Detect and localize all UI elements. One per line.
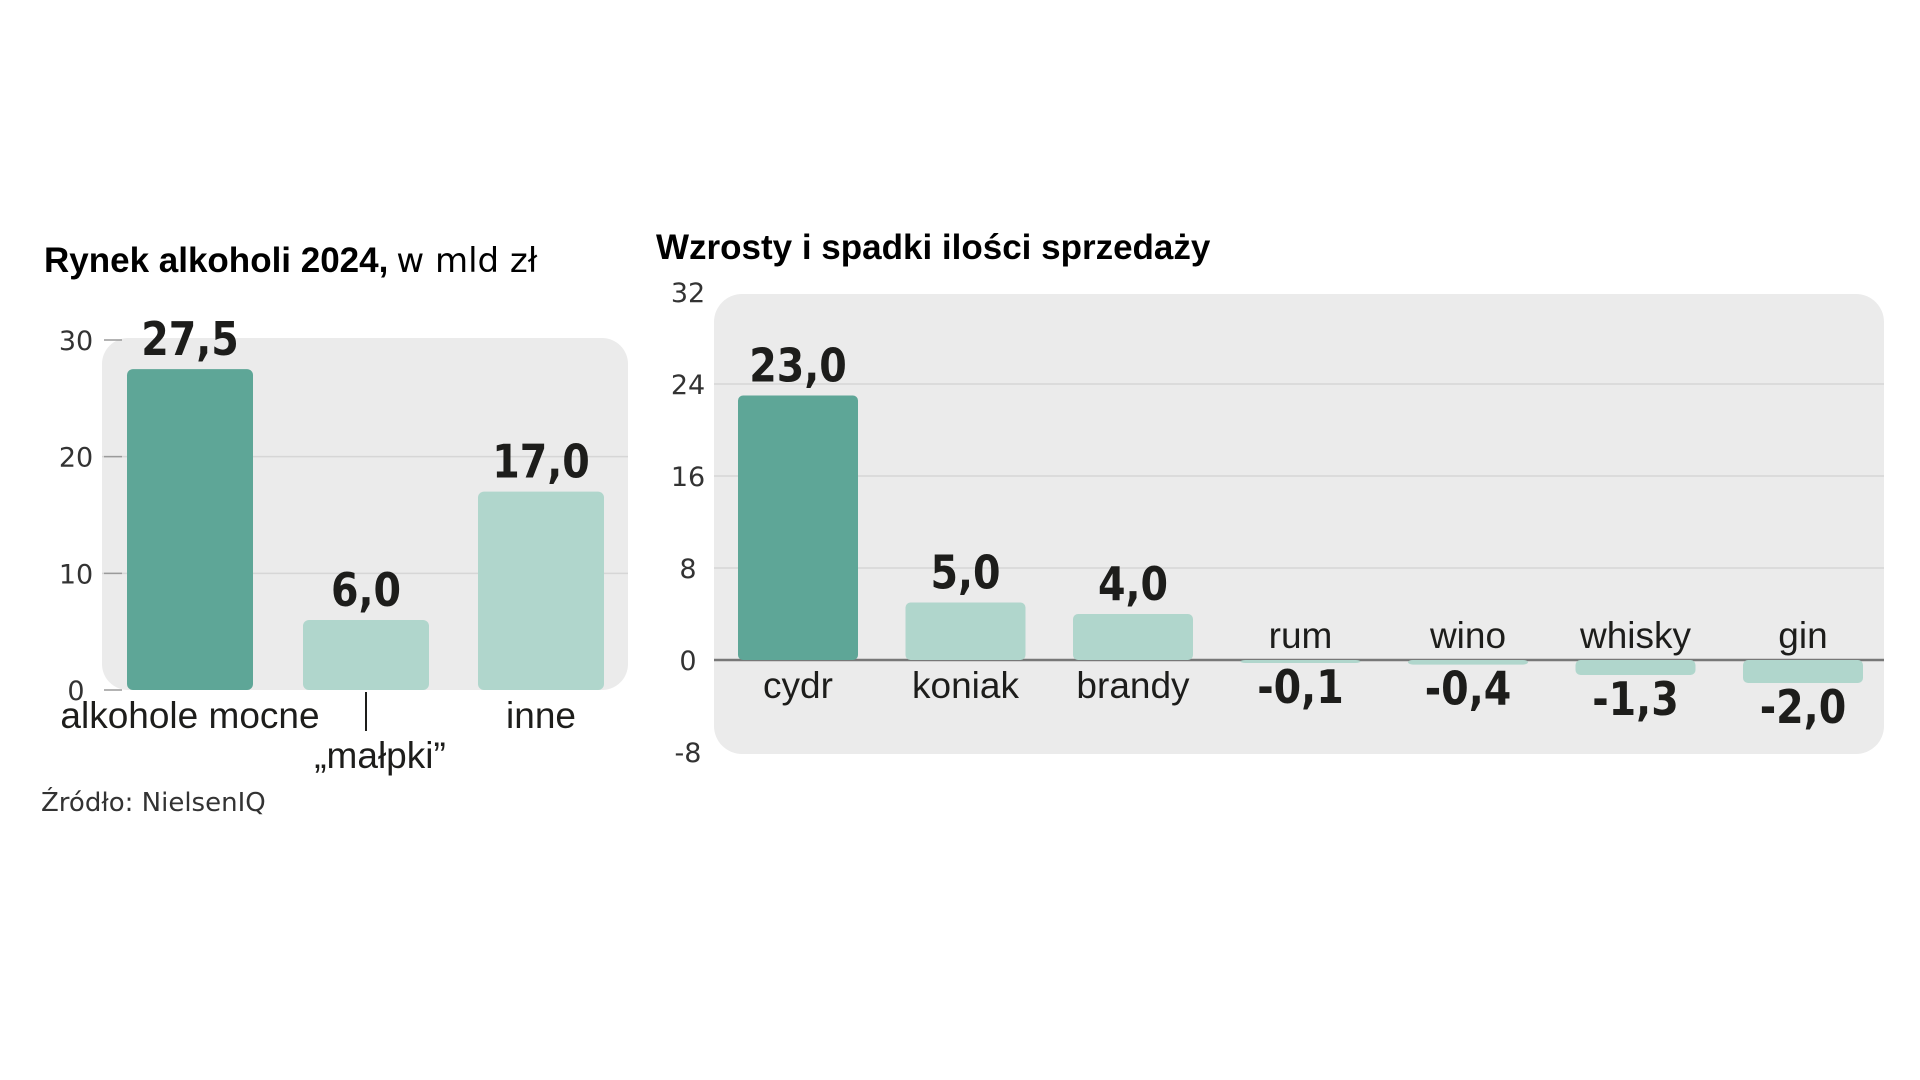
y-tick-label: 0 (679, 646, 696, 677)
sales-change-chart-value-labels: 23,0 5,0 4,0 -0,1 -0,4 -1,3 -2,0 (749, 340, 1846, 735)
bar (1240, 660, 1361, 663)
market-chart-value-labels: 27,5 6,0 17,0 (141, 313, 590, 617)
y-tick-label: 0 (67, 676, 84, 707)
market-chart-bars (127, 369, 604, 690)
data-label: 27,5 (141, 313, 239, 367)
data-label: 17,0 (492, 436, 590, 490)
bar (478, 491, 604, 690)
data-label: 5,0 (930, 547, 1000, 601)
data-label: 6,0 (331, 564, 401, 618)
x-tick-label: inne (506, 695, 576, 736)
y-tick-label: 10 (59, 559, 93, 590)
bar (1743, 660, 1863, 683)
data-label: -0,4 (1425, 663, 1511, 717)
x-tick-label: wino (1429, 615, 1506, 656)
y-tick-label: 16 (671, 462, 705, 493)
x-tick-label: koniak (912, 665, 1019, 706)
sales-change-chart-bars (738, 395, 1863, 683)
source-note: Źródło: NielsenIQ (41, 788, 266, 818)
y-tick-label: 24 (671, 370, 705, 401)
x-tick-label: alkohole mocne (60, 695, 319, 736)
y-tick-label: 32 (671, 278, 705, 309)
market-chart-subtitle: w mld zł (396, 241, 537, 281)
data-label: 23,0 (749, 340, 847, 394)
data-label: 4,0 (1098, 558, 1168, 612)
x-tick-label: rum (1269, 615, 1333, 656)
bar (1575, 660, 1696, 675)
sales-change-chart-title: Wzrosty i spadki ilości sprzedaży (656, 228, 1211, 267)
sales-change-chart: Wzrosty i spadki ilości sprzedaży 32 24 16… (656, 228, 1884, 769)
market-chart: Rynek alkoholi 2024, w mld zł 30 20 10 0 27… (44, 241, 628, 776)
bar (1073, 614, 1193, 660)
x-tick-label: brandy (1076, 665, 1190, 706)
y-tick-label: 8 (679, 554, 696, 585)
bar (303, 620, 429, 690)
sales-change-chart-y-axis: 32 24 16 8 0 -8 (671, 278, 705, 769)
bar (905, 602, 1026, 660)
x-tick-label: gin (1778, 615, 1827, 656)
sales-change-chart-categories: cydr koniak brandy rum wino whisky gin (763, 615, 1828, 706)
market-chart-categories: alkohole mocne„małpki” inne (60, 692, 576, 776)
bar (127, 369, 253, 690)
x-tick-label: whisky (1579, 615, 1692, 656)
bar (1408, 660, 1528, 665)
y-tick-label: 30 (59, 326, 93, 357)
data-label: -1,3 (1592, 673, 1678, 727)
bar (738, 395, 858, 660)
x-tick-label: „małpki” (314, 735, 446, 776)
data-label: -2,0 (1760, 681, 1846, 735)
market-chart-title: Rynek alkoholi 2024, (44, 241, 388, 280)
y-tick-label: -8 (675, 738, 702, 769)
x-tick-label: cydr (763, 665, 833, 706)
market-chart-y-axis: 30 20 10 0 (59, 326, 93, 707)
y-tick-label: 20 (59, 443, 93, 474)
data-label: -0,1 (1257, 661, 1343, 715)
